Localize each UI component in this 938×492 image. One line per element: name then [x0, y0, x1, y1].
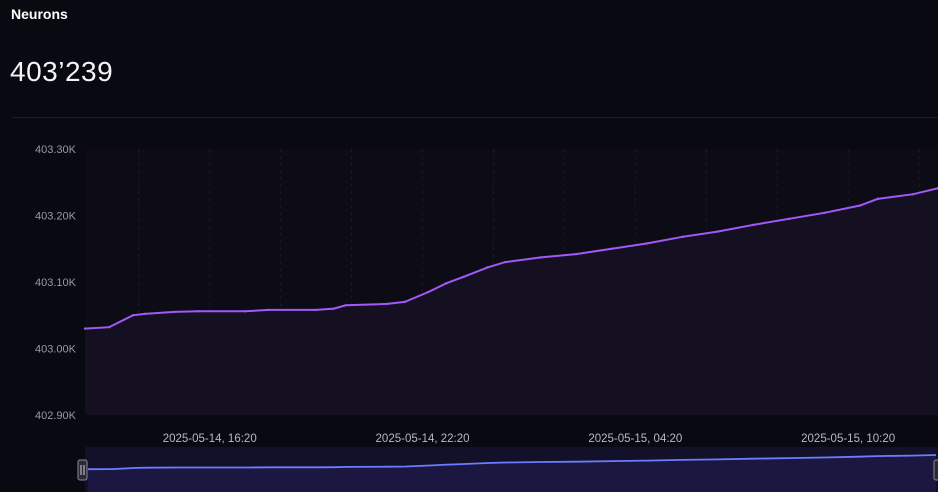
data-point[interactable]: [267, 308, 271, 312]
series-points: [83, 187, 938, 330]
y-tick-label: 402.90K: [35, 410, 77, 422]
x-tick-label: 2025-05-15, 04:20: [588, 433, 682, 445]
data-point[interactable]: [823, 211, 826, 215]
data-point[interactable]: [332, 307, 336, 310]
data-point[interactable]: [83, 327, 87, 330]
x-tick-label: 2025-05-14, 16:20: [163, 433, 257, 445]
x-tick-label: 2025-05-15, 10:20: [801, 433, 895, 445]
data-point[interactable]: [539, 256, 542, 259]
data-point[interactable]: [173, 310, 176, 314]
data-point[interactable]: [131, 314, 135, 317]
data-point[interactable]: [575, 252, 578, 256]
y-tick-label: 403.10K: [35, 277, 77, 289]
data-point[interactable]: [681, 235, 684, 238]
data-point[interactable]: [243, 310, 247, 313]
divider: [12, 117, 938, 118]
data-point[interactable]: [403, 300, 407, 304]
data-point[interactable]: [108, 326, 111, 329]
y-tick-label: 403.00K: [35, 344, 77, 356]
data-point[interactable]: [504, 260, 507, 264]
y-tick-label: 403.20K: [35, 211, 77, 223]
navigator-line: [87, 454, 937, 471]
data-point[interactable]: [752, 223, 755, 227]
data-point[interactable]: [385, 302, 389, 306]
chart-title: Neurons: [11, 6, 68, 22]
navigator-area: [88, 455, 936, 492]
data-point[interactable]: [314, 308, 318, 312]
current-value: 403’239: [10, 56, 114, 87]
data-point[interactable]: [787, 217, 791, 221]
data-point[interactable]: [444, 282, 448, 285]
data-point[interactable]: [858, 204, 862, 207]
series-area: [85, 188, 938, 415]
data-point[interactable]: [344, 304, 347, 307]
data-point[interactable]: [876, 197, 879, 201]
data-point[interactable]: [143, 312, 146, 316]
data-point[interactable]: [486, 266, 489, 269]
navigator[interactable]: [77, 447, 938, 492]
navigator-right-handle[interactable]: [933, 459, 938, 481]
data-point[interactable]: [196, 310, 200, 313]
x-axis-ticks: 2025-05-14, 16:20 2025-05-14, 22:20 2025-0…: [163, 433, 895, 445]
x-tick-label: 2025-05-14, 22:20: [376, 433, 470, 445]
data-point[interactable]: [462, 275, 466, 278]
y-axis-ticks: 402.90K 403.00K 403.10K 403.20K 403.30K: [35, 144, 77, 422]
data-point[interactable]: [716, 230, 720, 233]
data-point[interactable]: [427, 290, 430, 294]
data-point[interactable]: [610, 247, 613, 250]
data-point[interactable]: [911, 193, 915, 196]
data-point[interactable]: [645, 242, 649, 245]
navigator-left-handle[interactable]: [77, 459, 88, 481]
y-tick-label: 403.30K: [35, 144, 77, 156]
